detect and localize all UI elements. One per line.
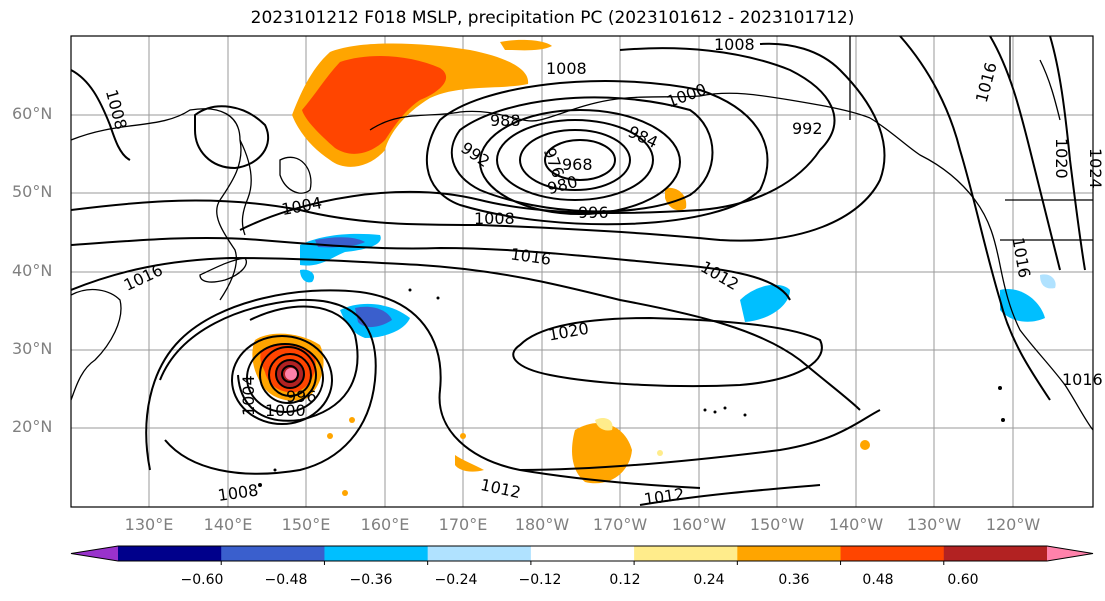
colorbar-tick-label: −0.60 [180, 572, 224, 588]
lon-label: 150°W [749, 515, 805, 534]
lon-label: 140°W [828, 515, 884, 534]
colorbar-segment [427, 546, 532, 561]
isobar-label: 968 [562, 155, 593, 174]
colorbar [70, 545, 1094, 565]
colorbar-segment [530, 546, 635, 561]
colorbar-segment [221, 546, 325, 561]
colorbar-segment [324, 546, 429, 561]
islands [258, 288, 1005, 487]
colorbar-tick-label: 0.24 [693, 572, 725, 588]
lon-label: 130°E [124, 515, 174, 534]
colorbar-segment [737, 546, 842, 561]
precip-negative-patches [300, 233, 1056, 338]
isobar-label: 1008 [474, 209, 515, 228]
lon-label: 140°E [203, 515, 253, 534]
lat-label-30n: 30°N [12, 339, 53, 358]
isobar-label: 1020 [1052, 138, 1071, 179]
lon-label: 130°W [906, 515, 962, 534]
lon-label: 180°W [514, 515, 570, 534]
colorbar-segment [840, 546, 945, 561]
isobar-label: 988 [490, 111, 521, 130]
colorbar-segment [118, 546, 222, 561]
isobar-label: 996 [286, 387, 317, 406]
colorbar-tick-label: 0.12 [609, 572, 641, 588]
colorbar-tick-label: 0.60 [947, 572, 979, 588]
isobar-label: 992 [792, 119, 823, 138]
colorbar-outline [70, 545, 1094, 562]
isobar-label: 996 [578, 203, 609, 222]
colorbar-tick-label: −0.24 [434, 572, 478, 588]
isobar-label: 1004 [239, 375, 258, 416]
colorbar-extend-max [1047, 546, 1093, 561]
colorbar-tick-label: −0.48 [264, 572, 308, 588]
map-title: 2023101212 F018 MSLP, precipitation PC (… [250, 8, 855, 28]
colorbar-segment [943, 546, 1048, 561]
map-border [70, 35, 1094, 508]
lat-label-40n: 40°N [12, 261, 53, 280]
isobar-label: 1024 [1086, 148, 1105, 189]
isobar-label: 1008 [546, 59, 587, 78]
lat-label-20n: 20°N [12, 417, 53, 436]
lon-label: 120°W [985, 515, 1041, 534]
coastlines [71, 36, 1093, 431]
colorbar-segment [634, 546, 738, 561]
lat-label-50n: 50°N [12, 182, 53, 201]
lon-label: 170°E [438, 515, 488, 534]
colorbar-extend-min [71, 546, 118, 561]
lon-label: 170°W [592, 515, 648, 534]
colorbar-tick-label: 0.48 [862, 572, 894, 588]
isobar-label: 1008 [714, 35, 755, 54]
isobar-label: 1016 [1062, 370, 1103, 389]
lon-label: 150°E [281, 515, 331, 534]
lat-label-60n: 60°N [12, 104, 53, 123]
lon-label: 160°E [360, 515, 410, 534]
colorbar-tick-label: 0.36 [778, 572, 810, 588]
colorbar-tick-label: −0.36 [349, 572, 393, 588]
precip-positive-siberia [292, 39, 552, 167]
colorbar-tick-label: −0.12 [518, 572, 562, 588]
isobars [71, 36, 1086, 506]
lon-label: 160°W [671, 515, 727, 534]
isobar-label: 1000 [265, 401, 306, 420]
